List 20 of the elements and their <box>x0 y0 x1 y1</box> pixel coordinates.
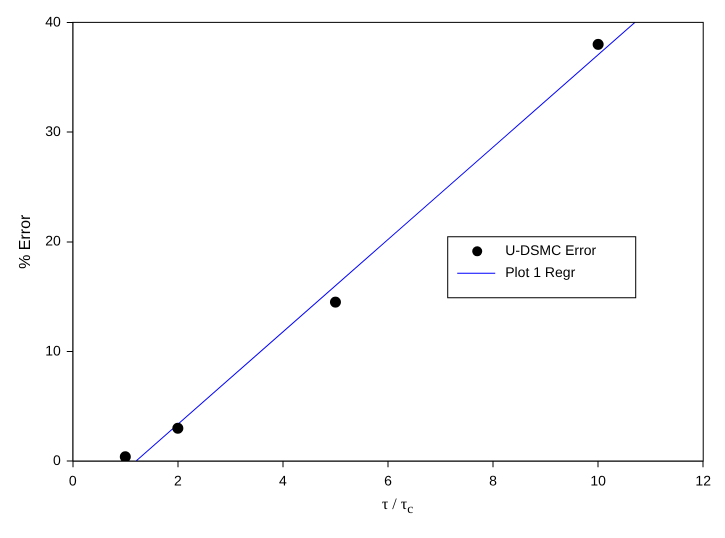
point <box>592 38 604 50</box>
x-tick-label: 2 <box>174 472 182 488</box>
x-tick-label: 8 <box>489 472 498 488</box>
x-tick-label: 10 <box>590 472 606 488</box>
point <box>330 296 341 308</box>
y-tick-label: 10 <box>45 342 61 358</box>
x-tick-label: 6 <box>384 472 392 488</box>
y-tick-label: 20 <box>45 232 61 249</box>
legend-label: U-DSMC Error <box>505 242 597 258</box>
x-tick-label: 0 <box>68 472 77 488</box>
x-tick-label: 12 <box>695 472 712 488</box>
legend-label: Plot 1 Regr <box>505 264 576 280</box>
y-tick-label: 0 <box>52 452 61 468</box>
y-tick-label: 30 <box>45 122 61 139</box>
y-tick-label: 40 <box>45 13 61 30</box>
point <box>172 422 184 434</box>
point <box>120 451 131 462</box>
x-tick-label: 4 <box>279 472 288 488</box>
x-axis-title: τ / τ$_{c}$ <box>380 496 414 518</box>
y-axis-title: % Error <box>17 214 34 269</box>
